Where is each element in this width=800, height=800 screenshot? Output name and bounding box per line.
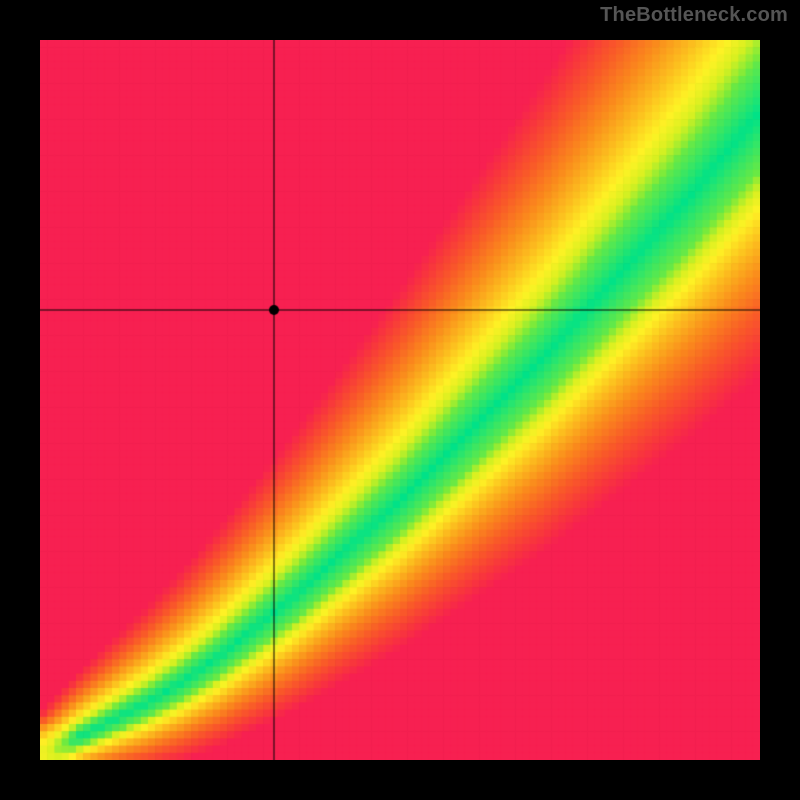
chart-container: TheBottleneck.com	[0, 0, 800, 800]
watermark-text: TheBottleneck.com	[600, 4, 788, 27]
heatmap-canvas	[40, 40, 760, 760]
